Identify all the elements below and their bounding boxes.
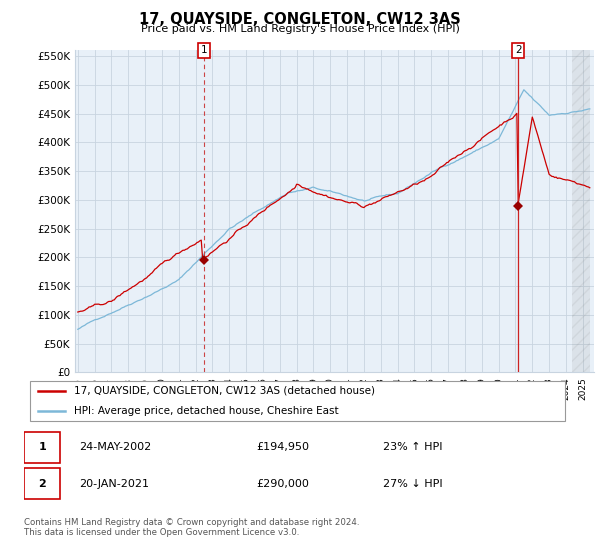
Text: 2: 2 [515, 45, 521, 55]
Text: 2: 2 [38, 479, 46, 489]
Text: Price paid vs. HM Land Registry's House Price Index (HPI): Price paid vs. HM Land Registry's House … [140, 24, 460, 34]
Text: 1: 1 [201, 45, 208, 55]
Text: 17, QUAYSIDE, CONGLETON, CW12 3AS: 17, QUAYSIDE, CONGLETON, CW12 3AS [139, 12, 461, 27]
Bar [572, 50, 590, 372]
Text: £194,950: £194,950 [256, 442, 309, 452]
FancyBboxPatch shape [29, 381, 565, 421]
Text: 1: 1 [38, 442, 46, 452]
Text: Contains HM Land Registry data © Crown copyright and database right 2024.
This d: Contains HM Land Registry data © Crown c… [24, 518, 359, 538]
Text: 23% ↑ HPI: 23% ↑ HPI [383, 442, 442, 452]
Text: 20-JAN-2021: 20-JAN-2021 [79, 479, 149, 489]
Text: HPI: Average price, detached house, Cheshire East: HPI: Average price, detached house, Ches… [74, 406, 338, 416]
Text: 27% ↓ HPI: 27% ↓ HPI [383, 479, 442, 489]
Text: £290,000: £290,000 [256, 479, 309, 489]
FancyBboxPatch shape [24, 468, 60, 499]
Text: 17, QUAYSIDE, CONGLETON, CW12 3AS (detached house): 17, QUAYSIDE, CONGLETON, CW12 3AS (detac… [74, 386, 374, 396]
FancyBboxPatch shape [24, 432, 60, 463]
Text: 24-MAY-2002: 24-MAY-2002 [79, 442, 151, 452]
